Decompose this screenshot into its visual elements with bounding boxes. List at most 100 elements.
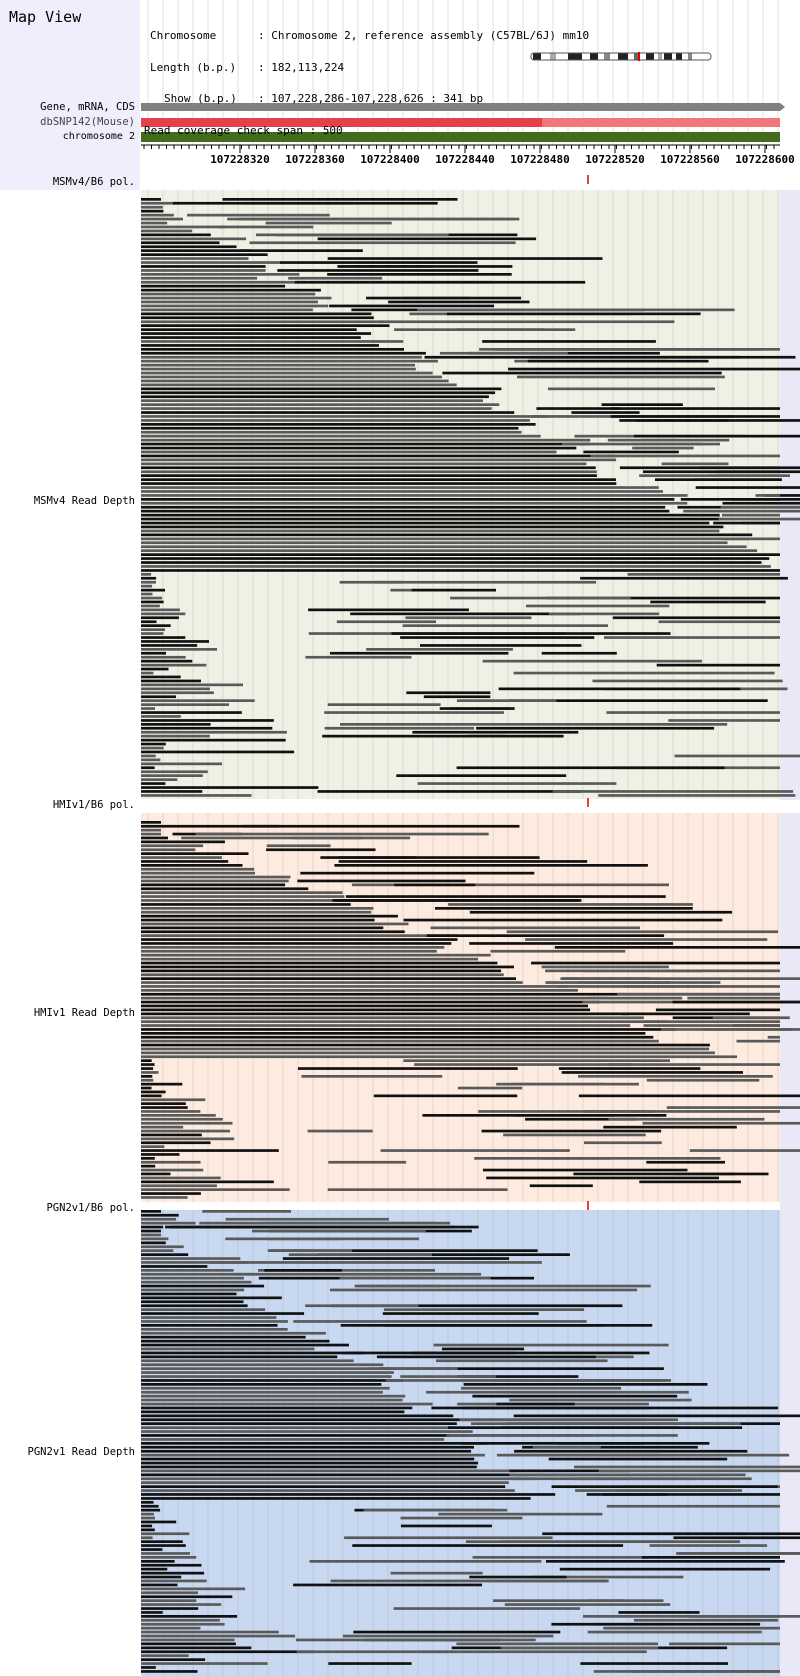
- read-bar: [435, 907, 693, 910]
- read-bar: [646, 1078, 760, 1082]
- read-bar: [249, 241, 516, 245]
- read-bar: [461, 1379, 666, 1382]
- read-bar: [141, 209, 164, 213]
- read-bar: [345, 895, 666, 898]
- read-bar: [141, 1320, 288, 1323]
- read-bar: [141, 1094, 162, 1098]
- read-bar: [141, 1371, 394, 1374]
- read-bar: [584, 969, 703, 973]
- read-bar: [639, 1180, 741, 1184]
- ruler-tick-label: 107228520: [585, 153, 645, 166]
- read-bar: [548, 612, 660, 616]
- read-bar: [141, 1434, 468, 1437]
- read-bar: [141, 750, 295, 754]
- read-bar: [318, 1253, 570, 1256]
- read-bar: [141, 1571, 205, 1575]
- read-bar: [141, 494, 688, 497]
- read-bar: [531, 1473, 746, 1477]
- read-bar: [141, 1536, 153, 1540]
- strain-depth-label-hmi: HMIv1 Read Depth: [33, 1007, 135, 1019]
- read-bar: [423, 695, 491, 699]
- read-bar: [141, 1157, 155, 1160]
- read-bar: [296, 1650, 455, 1654]
- read-bar: [141, 1331, 326, 1335]
- read-bar: [513, 671, 775, 675]
- read-bar: [607, 438, 676, 442]
- read-bar: [598, 1469, 800, 1473]
- read-bar: [141, 860, 229, 863]
- read-bar: [431, 1406, 650, 1410]
- read-bar: [327, 1188, 508, 1191]
- read-bar: [141, 517, 721, 521]
- read-bar: [305, 1304, 419, 1308]
- read-bar: [141, 628, 165, 631]
- read-bar: [141, 1485, 506, 1488]
- read-bar: [674, 754, 800, 758]
- read-bar: [590, 454, 780, 458]
- read-bar: [490, 949, 626, 953]
- read-bar: [393, 1607, 581, 1610]
- read-bar: [141, 734, 210, 738]
- read-bar: [141, 1164, 156, 1168]
- read-bar: [141, 569, 780, 572]
- read-bar: [141, 249, 251, 252]
- read-bar: [141, 490, 663, 493]
- read-bar: [459, 1418, 678, 1422]
- read-bar: [324, 726, 475, 730]
- read-bar: [141, 1110, 201, 1113]
- read-bar: [324, 711, 504, 714]
- read-bar: [329, 304, 495, 308]
- read-bar: [141, 253, 268, 256]
- read-bar: [141, 1032, 646, 1035]
- read-bar: [141, 922, 409, 926]
- read-bar: [486, 926, 640, 930]
- read-bar: [141, 336, 361, 339]
- read-bar: [141, 1249, 174, 1252]
- read-bar: [141, 782, 166, 785]
- read-bar: [141, 1402, 433, 1406]
- read-bar: [141, 1035, 654, 1039]
- read-bar: [141, 237, 247, 241]
- read-bar: [141, 604, 160, 608]
- read-bar: [170, 824, 279, 828]
- read-bar: [141, 651, 166, 655]
- read-bar: [442, 371, 722, 375]
- read-bar: [141, 683, 243, 687]
- read-bar: [141, 1595, 233, 1599]
- info-length-row: Length (b.p.): 182,113,224: [150, 60, 345, 74]
- read-bar: [141, 1351, 363, 1355]
- read-bar: [402, 624, 608, 627]
- info-show-key: Show (b.p.): [164, 92, 237, 105]
- read-bar: [141, 953, 491, 957]
- read-bar: [669, 1642, 780, 1646]
- read-bar: [559, 1567, 771, 1571]
- ruler-tick-label: 107228480: [510, 153, 570, 166]
- read-bar: [584, 1110, 780, 1113]
- read-bar: [417, 308, 735, 312]
- read-bar: [141, 541, 728, 545]
- read-bar: [141, 1489, 515, 1492]
- read-bar: [141, 612, 186, 616]
- read-bar: [141, 1638, 235, 1642]
- read-bar: [141, 707, 155, 710]
- read-bar: [300, 871, 535, 875]
- read-bar: [141, 198, 161, 201]
- read-bar: [378, 320, 675, 324]
- read-bar: [396, 774, 567, 777]
- pol-track: [141, 1202, 780, 1210]
- read-bar: [687, 996, 780, 1000]
- read-bar: [546, 596, 780, 600]
- read-bar: [141, 1180, 274, 1184]
- read-bar: [141, 1477, 535, 1481]
- read-bar: [417, 782, 617, 785]
- read-bar: [722, 501, 800, 505]
- read-bar: [433, 1343, 669, 1347]
- read-bar: [593, 1670, 780, 1673]
- read-bar: [141, 1556, 197, 1559]
- read-bar: [588, 996, 683, 1000]
- read-bar: [141, 1622, 225, 1626]
- read-bar: [522, 1445, 698, 1449]
- read-bar: [141, 1666, 156, 1669]
- read-bar: [486, 1176, 719, 1180]
- chromosome-ideogram[interactable]: [530, 52, 714, 61]
